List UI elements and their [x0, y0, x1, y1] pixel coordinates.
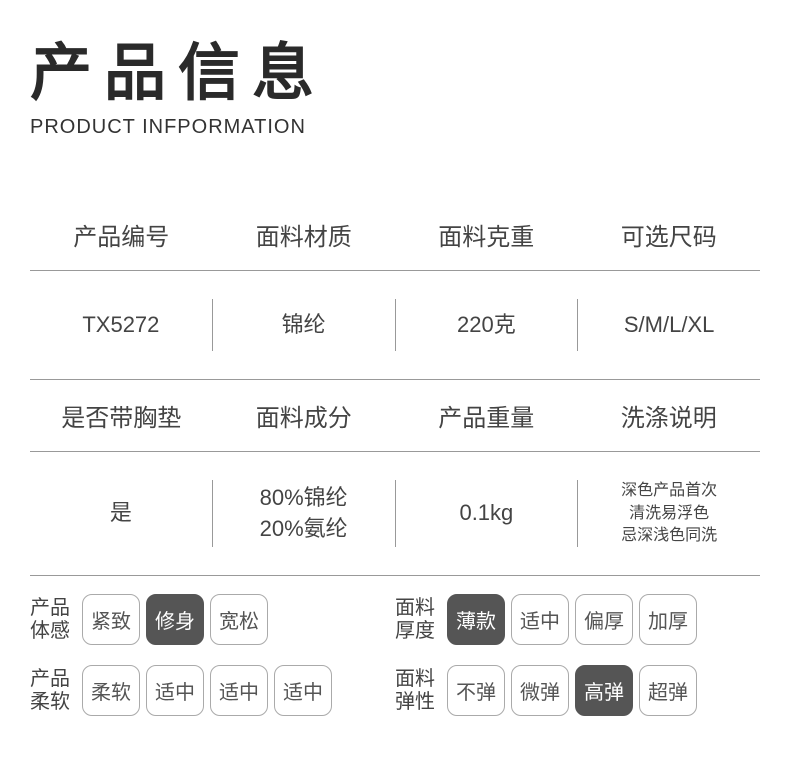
spec-header-cell: 可选尺码: [578, 199, 761, 270]
tag-option[interactable]: 修身: [146, 594, 204, 645]
title-chinese: 产品信息: [30, 40, 760, 108]
spec-header-cell: 洗涤说明: [578, 380, 761, 451]
tag-option[interactable]: 柔软: [82, 665, 140, 716]
tags-label: 产品 体感: [30, 597, 70, 643]
spec-value-cell: 是: [30, 480, 213, 547]
spec-value-text: 忌深浅色同洗: [621, 525, 717, 547]
spec-value-text: 80%锦纶: [260, 483, 348, 514]
tags-row: 产品 体感紧致修身宽松面料 厚度薄款适中偏厚加厚: [30, 594, 760, 645]
spec-value-text: 清洗易浮色: [629, 503, 709, 525]
spec-value-cell: 深色产品首次清洗易浮色忌深浅色同洗: [578, 480, 760, 547]
spec-value-text: 深色产品首次: [621, 480, 717, 502]
spec-value-text: 220克: [457, 310, 516, 341]
spec-value-text: 锦纶: [282, 310, 326, 341]
tags-group: 面料 厚度薄款适中偏厚加厚: [395, 594, 760, 645]
spec-value-cell: S/M/L/XL: [578, 299, 760, 351]
spec-header-row: 是否带胸垫面料成分产品重量洗涤说明: [30, 380, 760, 452]
tag-option[interactable]: 适中: [274, 665, 332, 716]
spec-header-cell: 是否带胸垫: [30, 380, 213, 451]
tags-group: 面料 弹性不弹微弹高弹超弹: [395, 665, 760, 716]
spec-table: 产品编号面料材质面料克重可选尺码 TX5272 锦纶 220克 S/M/L/XL 是否带胸…: [30, 199, 760, 576]
spec-value-text: 0.1kg: [459, 498, 513, 529]
tag-option[interactable]: 紧致: [82, 594, 140, 645]
tag-option[interactable]: 薄款: [447, 594, 505, 645]
spec-value-cell: 220克: [396, 299, 579, 351]
spec-header-cell: 面料成分: [213, 380, 396, 451]
tags-group: 产品 柔软柔软适中适中适中: [30, 665, 395, 716]
spec-header-cell: 面料材质: [213, 199, 396, 270]
tags-label: 面料 弹性: [395, 668, 435, 714]
spec-value-text: 是: [110, 498, 132, 529]
spec-value-text: TX5272: [82, 310, 159, 341]
spec-value-row: 是 80%锦纶20%氨纶 0.1kg 深色产品首次清洗易浮色忌深浅色同洗: [30, 452, 760, 576]
tags-label: 面料 厚度: [395, 597, 435, 643]
title-english: PRODUCT INFPORMATION: [30, 116, 760, 139]
spec-header-row: 产品编号面料材质面料克重可选尺码: [30, 199, 760, 271]
tags-row: 产品 柔软柔软适中适中适中面料 弹性不弹微弹高弹超弹: [30, 665, 760, 716]
spec-value-cell: 锦纶: [213, 299, 396, 351]
spec-value-row: TX5272 锦纶 220克 S/M/L/XL: [30, 271, 760, 380]
tag-option[interactable]: 适中: [210, 665, 268, 716]
tags-label: 产品 柔软: [30, 668, 70, 714]
tags-group: 产品 体感紧致修身宽松: [30, 594, 395, 645]
tag-option[interactable]: 不弹: [447, 665, 505, 716]
tag-option[interactable]: 加厚: [639, 594, 697, 645]
tag-option[interactable]: 高弹: [575, 665, 633, 716]
spec-value-cell: TX5272: [30, 299, 213, 351]
spec-value-text: 20%氨纶: [260, 514, 348, 545]
page-title: 产品信息 PRODUCT INFPORMATION: [30, 40, 760, 139]
spec-value-cell: 0.1kg: [396, 480, 579, 547]
tag-option[interactable]: 偏厚: [575, 594, 633, 645]
spec-header-cell: 产品重量: [395, 380, 578, 451]
tags-section: 产品 体感紧致修身宽松面料 厚度薄款适中偏厚加厚产品 柔软柔软适中适中适中面料 …: [30, 594, 760, 716]
spec-value-text: S/M/L/XL: [624, 310, 714, 341]
spec-header-cell: 产品编号: [30, 199, 213, 270]
spec-header-cell: 面料克重: [395, 199, 578, 270]
tag-option[interactable]: 超弹: [639, 665, 697, 716]
tag-option[interactable]: 宽松: [210, 594, 268, 645]
tag-option[interactable]: 微弹: [511, 665, 569, 716]
spec-value-cell: 80%锦纶20%氨纶: [213, 480, 396, 547]
tag-option[interactable]: 适中: [511, 594, 569, 645]
tag-option[interactable]: 适中: [146, 665, 204, 716]
